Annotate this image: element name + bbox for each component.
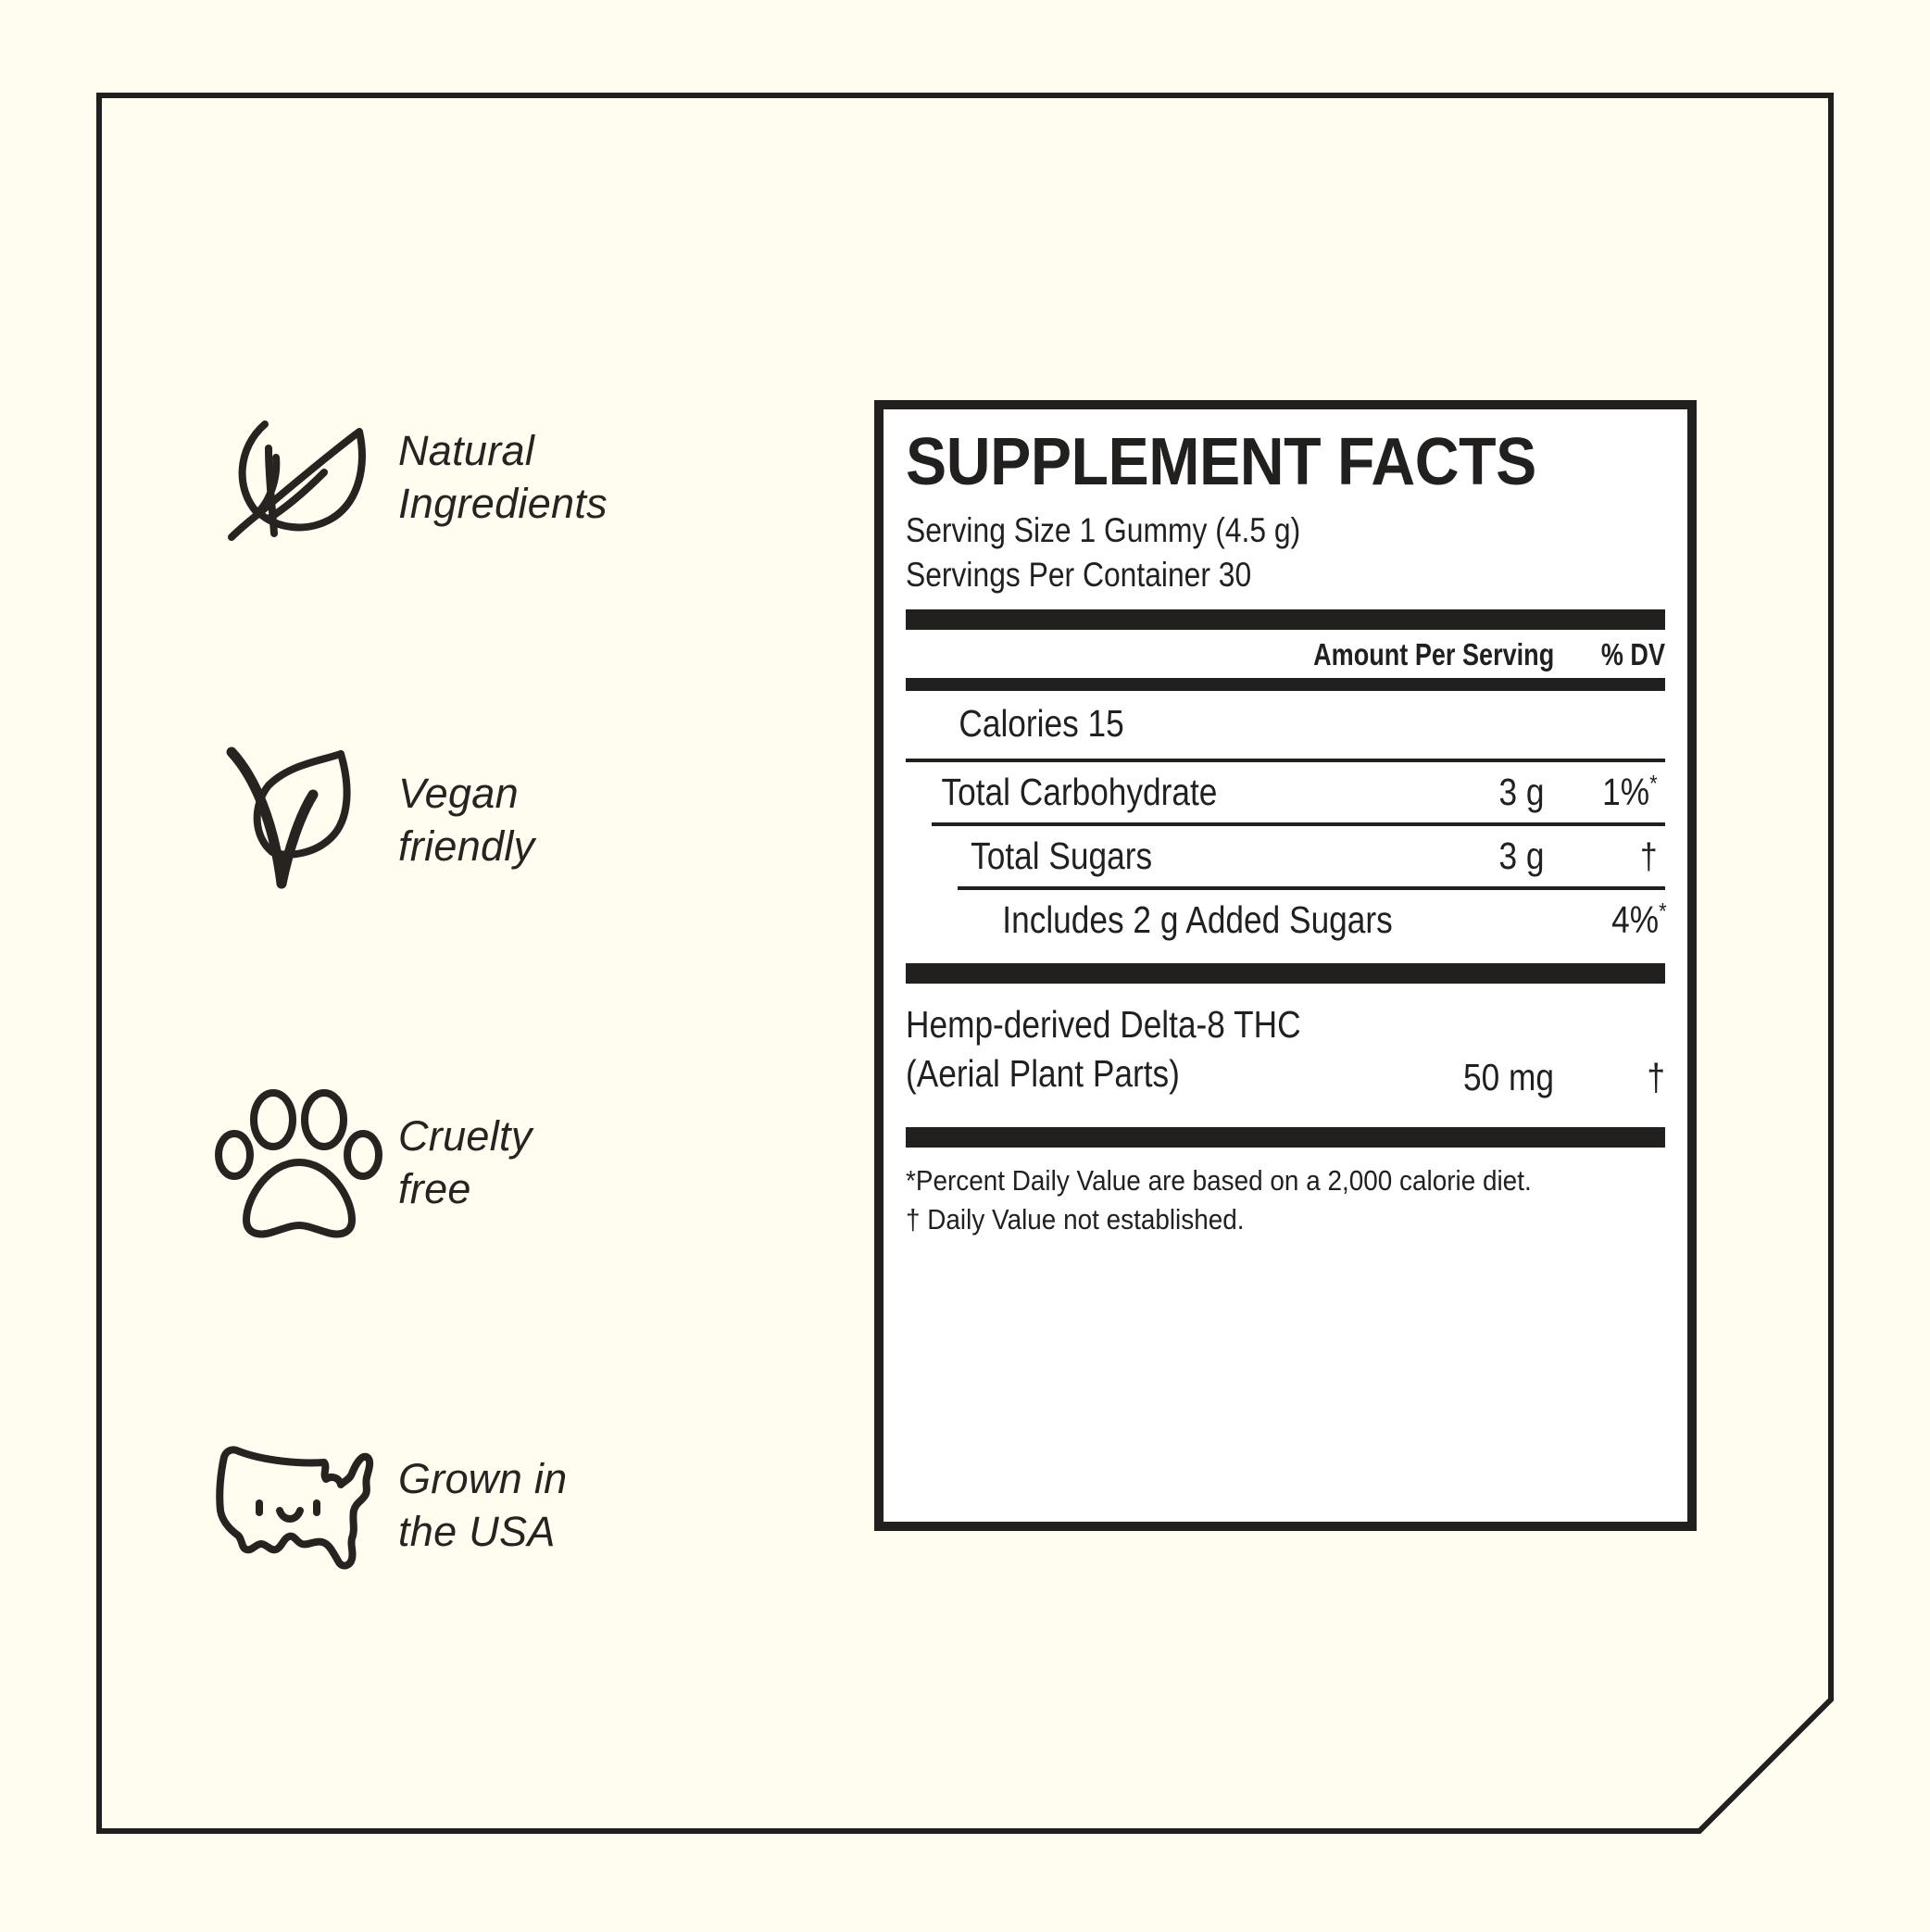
footnote-percent-daily-value: *Percent Daily Value are based on a 2,00…: [906, 1163, 1532, 1197]
divider-thin-carbohydrate: [932, 822, 1665, 826]
active-ingredient-name: Hemp-derived Delta-8 THC (Aerial Plant P…: [906, 1002, 1301, 1096]
feature-item-grown-in-usa: Grown in the USA: [211, 1417, 785, 1595]
divider-thick-footnotes: [906, 1126, 1665, 1148]
nutrient-amount: 3 g: [1498, 834, 1545, 877]
divider-thick-top: [906, 608, 1665, 630]
supplement-facts-title: SUPPLEMENT FACTS: [906, 425, 1536, 499]
outer-frame-outline: [96, 93, 1834, 1834]
supplement-facts-body: SUPPLEMENT FACTS Serving Size 1 Gummy (4…: [884, 409, 1687, 1522]
servings-per-container-line: Servings Per Container 30: [906, 555, 1252, 594]
feature-list: Natural Ingredients Vegan friendly: [211, 389, 785, 1595]
divider-thin-calories: [906, 758, 1665, 762]
footnote-dagger: † Daily Value not established.: [906, 1203, 1245, 1236]
table-row-total-sugars: Total Sugars 3 g †: [906, 826, 1665, 886]
nutrient-name: Total Carbohydrate: [941, 770, 1218, 813]
serving-size-line: Serving Size 1 Gummy (4.5 g): [906, 511, 1301, 550]
calories-label: Calories 15: [959, 701, 1124, 745]
nutrient-dv-value: 1%: [1602, 770, 1650, 813]
divider-mid-header: [906, 677, 1665, 691]
nutrient-dv-mark: *: [1659, 898, 1667, 925]
nutrient-daily-value: 4%*: [1571, 898, 1666, 942]
nutrient-name: Total Sugars: [971, 834, 1153, 877]
feature-label: Vegan friendly: [398, 770, 535, 870]
feature-item-cruelty-free: Cruelty free: [211, 1074, 785, 1252]
vegan-sprout-leaf-icon: [211, 737, 387, 904]
table-row-calories: Calories 15: [906, 691, 1665, 759]
active-ingredient-amount: 50 mg: [1463, 1055, 1554, 1098]
nutrient-daily-value: 1%*: [1561, 771, 1657, 814]
feature-label: Grown in the USA: [398, 1455, 568, 1555]
outer-frame: [96, 93, 1834, 1834]
feature-label: Natural Ingredients: [398, 427, 608, 527]
daily-value-header: % DV: [1600, 636, 1665, 671]
feature-item-vegan-friendly: Vegan friendly: [211, 732, 785, 910]
nutrient-dv-mark: *: [1649, 771, 1658, 797]
feature-item-natural-ingredients: Natural Ingredients: [211, 389, 785, 567]
nutrient-dv-mark: †: [1639, 836, 1658, 877]
divider-thin-sugars: [958, 885, 1665, 890]
feature-label: Cruelty free: [398, 1112, 533, 1212]
active-ingredient-dv-mark: †: [1647, 1055, 1665, 1098]
nutrient-daily-value: †: [1561, 834, 1658, 878]
nutrient-dv-value: 4%: [1611, 897, 1660, 941]
column-header-row: Amount Per Serving % DV: [906, 630, 1665, 678]
table-row-total-carbohydrate: Total Carbohydrate 3 g 1%*: [906, 762, 1665, 822]
divider-thick-active: [906, 962, 1665, 984]
supplement-facts-panel: SUPPLEMENT FACTS Serving Size 1 Gummy (4…: [874, 400, 1697, 1531]
table-row-delta8-thc: Hemp-derived Delta-8 THC (Aerial Plant P…: [906, 984, 1665, 1114]
nutrient-name: Includes 2 g Added Sugars: [1002, 897, 1393, 941]
amount-per-serving-header: Amount Per Serving: [1312, 636, 1554, 671]
table-row-added-sugars: Includes 2 g Added Sugars 4%*: [906, 890, 1666, 950]
nutrient-amount: 3 g: [1498, 770, 1545, 813]
usa-map-smiley-icon: [211, 1436, 387, 1575]
paw-print-icon: [211, 1085, 387, 1242]
two-leaves-icon: [211, 404, 387, 552]
